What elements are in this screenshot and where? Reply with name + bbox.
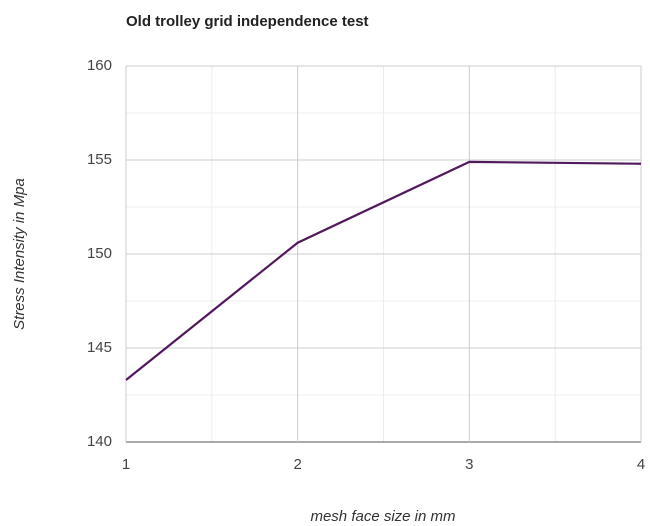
y-axis-label: Stress Intensity in Mpa <box>11 178 28 330</box>
y-tick-label: 145 <box>87 339 112 356</box>
x-axis-label: mesh face size in mm <box>310 508 455 525</box>
y-tick-label: 140 <box>87 433 112 450</box>
data-line <box>125 160 642 381</box>
x-tick-label: 3 <box>465 456 473 473</box>
x-tick-label: 4 <box>637 456 645 473</box>
x-tick-label: 1 <box>122 456 130 473</box>
x-tick-label: 2 <box>293 456 301 473</box>
y-tick-label: 150 <box>87 245 112 262</box>
chart-title: Old trolley grid independence test <box>126 13 369 30</box>
y-tick-label: 160 <box>87 57 112 74</box>
y-tick-label: 155 <box>87 151 112 168</box>
